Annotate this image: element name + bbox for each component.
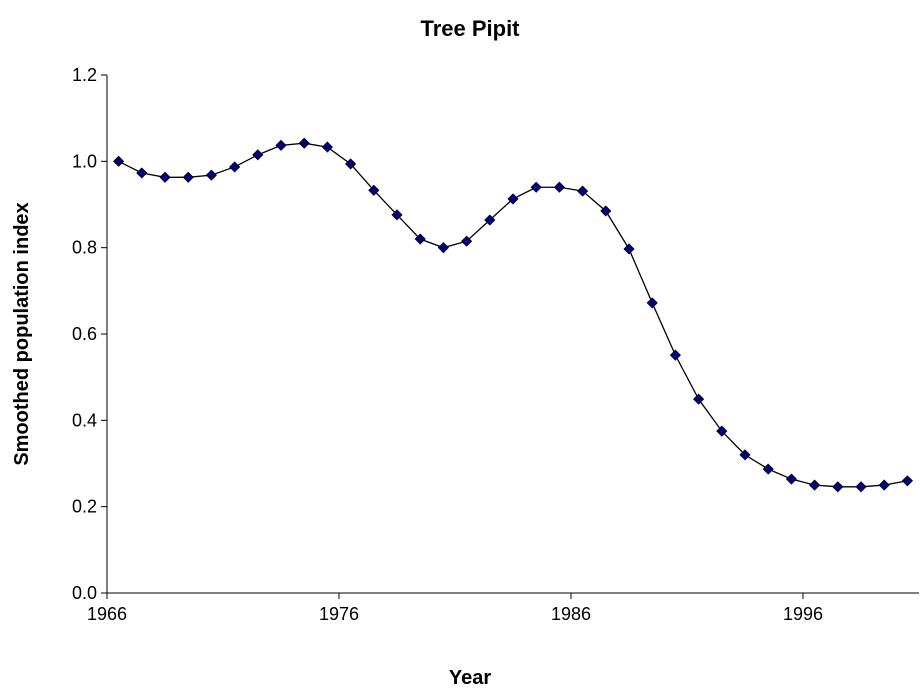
marker xyxy=(298,137,310,149)
marker xyxy=(507,193,519,205)
y-tick-label: 0.4 xyxy=(72,410,97,430)
marker xyxy=(739,449,751,461)
marker xyxy=(878,479,890,491)
marker xyxy=(345,158,357,170)
y-tick-label: 0.8 xyxy=(72,238,97,258)
marker xyxy=(437,242,449,254)
x-axis-label: Year xyxy=(449,667,491,689)
marker xyxy=(669,349,681,361)
marker xyxy=(159,171,171,183)
y-tick-label: 0.6 xyxy=(72,324,97,344)
marker xyxy=(113,155,125,167)
marker xyxy=(901,475,913,487)
y-tick-label: 1.0 xyxy=(72,151,97,171)
marker xyxy=(391,209,403,221)
y-tick-label: 1.2 xyxy=(72,65,97,85)
marker xyxy=(321,141,333,153)
marker xyxy=(623,243,635,255)
marker xyxy=(229,161,241,173)
marker xyxy=(600,205,612,217)
marker xyxy=(484,214,496,226)
marker xyxy=(252,149,264,161)
y-axis-label: Smoothed population index xyxy=(11,202,33,465)
marker xyxy=(577,185,589,197)
marker xyxy=(275,139,287,151)
x-tick-label: 1986 xyxy=(551,604,591,624)
marker xyxy=(205,169,217,181)
marker xyxy=(785,473,797,485)
chart-title: Tree Pipit xyxy=(420,16,520,41)
x-tick-label: 1976 xyxy=(319,604,359,624)
marker xyxy=(368,184,380,196)
marker xyxy=(414,233,426,245)
marker xyxy=(693,393,705,405)
marker xyxy=(136,167,148,179)
marker xyxy=(832,481,844,493)
marker xyxy=(182,171,194,183)
marker xyxy=(646,297,658,309)
marker xyxy=(809,479,821,491)
y-tick-label: 0.0 xyxy=(72,583,97,603)
marker xyxy=(855,481,867,493)
marker xyxy=(762,463,774,475)
x-tick-label: 1996 xyxy=(783,604,823,624)
marker xyxy=(716,425,728,437)
marker xyxy=(553,181,565,193)
marker xyxy=(461,235,473,247)
marker xyxy=(530,181,542,193)
y-tick-label: 0.2 xyxy=(72,497,97,517)
x-tick-label: 1966 xyxy=(87,604,127,624)
